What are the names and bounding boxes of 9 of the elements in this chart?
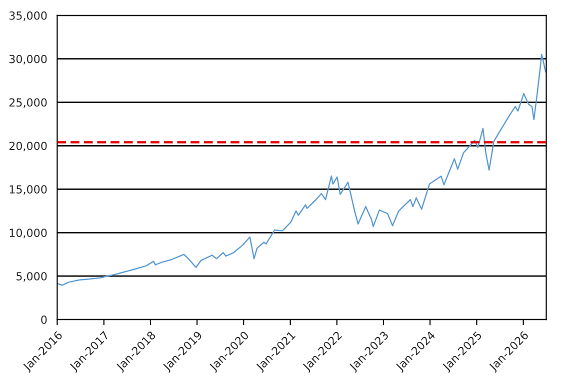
y-tick-label: 35,000 xyxy=(9,11,47,21)
line-series xyxy=(57,54,546,286)
y-tick-label: 25,000 xyxy=(9,98,47,108)
y-tick-label: 20,000 xyxy=(9,142,47,152)
y-tick-label: 15,000 xyxy=(10,185,47,195)
y-tick-label: 10,000 xyxy=(10,228,47,238)
y-tick-label: 5,000 xyxy=(16,272,47,282)
y-tick-label: 0 xyxy=(41,316,47,324)
y-tick-label: 30,000 xyxy=(9,54,47,64)
